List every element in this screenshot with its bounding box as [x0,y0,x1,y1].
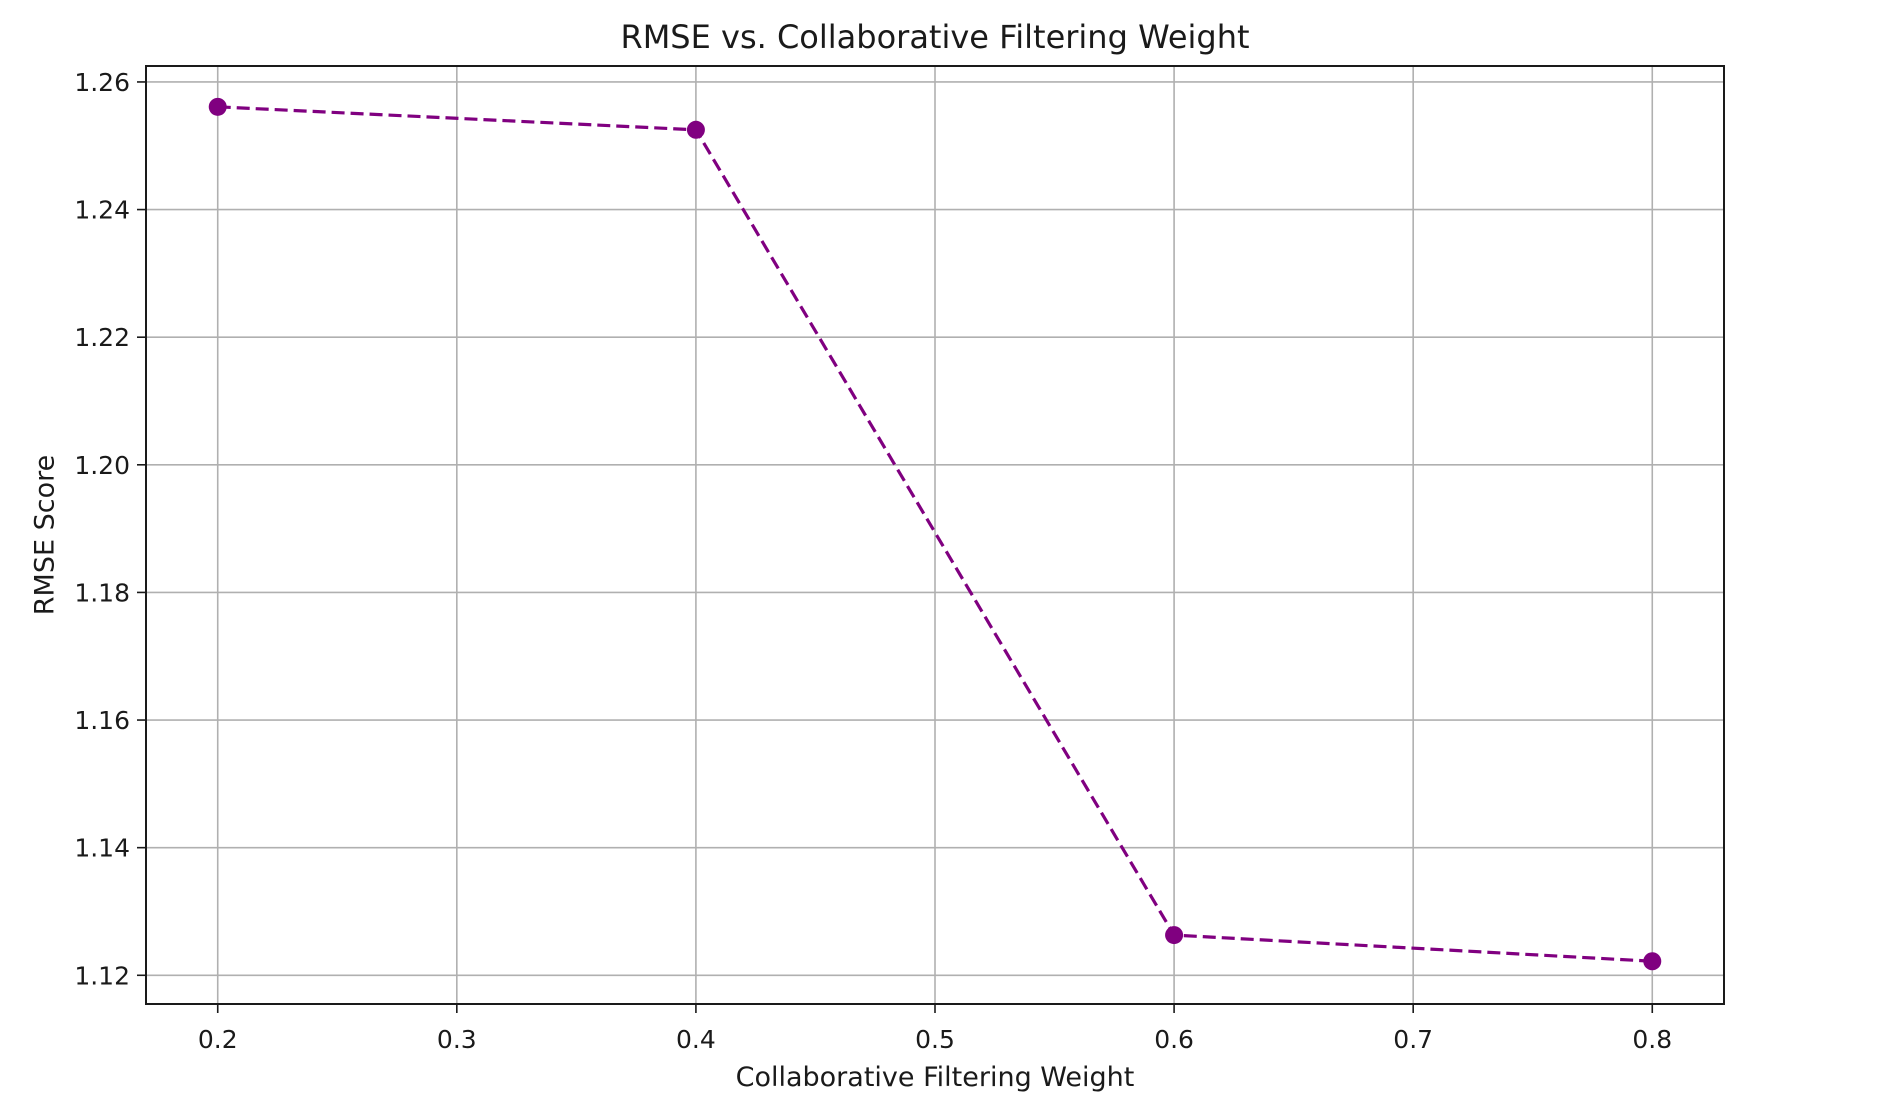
x-tick-label: 0.3 [437,1025,477,1054]
y-tick-label: 1.18 [74,578,130,607]
data-point [1165,926,1184,945]
y-tick-label: 1.24 [74,196,130,225]
y-tick-label: 1.14 [74,834,130,863]
axis-ticks: 0.2 0.3 0.4 0.5 0.6 0.7 0.8 1.12 1.14 1.16 1.18 1.2… [74,68,1672,1054]
x-tick-label: 0.4 [676,1025,716,1054]
x-axis-label: Collaborative Filtering Weight [736,1062,1135,1092]
y-tick-label: 1.22 [74,323,130,352]
x-tick-label: 0.7 [1393,1025,1433,1054]
data-point [686,120,705,139]
grid [146,66,1724,1004]
chart-title: RMSE vs. Collaborative Filtering Weight [620,18,1249,56]
x-tick-label: 0.2 [198,1025,238,1054]
y-tick-label: 1.26 [74,68,130,97]
series-layer [208,97,1662,971]
y-axis-label: RMSE Score [29,455,60,615]
data-point [1643,952,1662,971]
y-tick-label: 1.12 [74,961,130,990]
y-tick-label: 1.20 [74,451,130,480]
x-tick-label: 0.8 [1632,1025,1672,1054]
x-tick-label: 0.5 [915,1025,955,1054]
plot-area-frame [145,65,1725,1005]
y-tick-label: 1.16 [74,706,130,735]
series-line [217,105,1653,963]
data-point [208,97,227,116]
x-tick-label: 0.6 [1154,1025,1194,1054]
